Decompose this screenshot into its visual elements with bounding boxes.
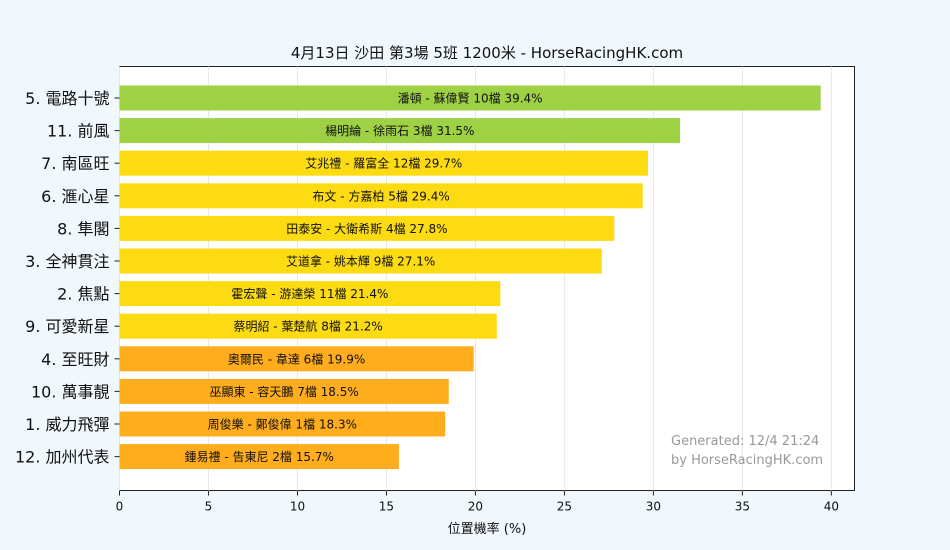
watermark-site: by HorseRacingHK.com [671, 453, 823, 468]
category-label: 2. 焦點 [57, 285, 109, 304]
bar-label: 蔡明紹 - 葉楚航 8檔 21.2% [233, 319, 382, 334]
bar-label: 周俊樂 - 鄭俊偉 1檔 18.3% [208, 417, 357, 432]
category-label: 7. 南區旺 [41, 154, 109, 173]
bar-label: 潘頓 - 蘇偉賢 10檔 39.4% [398, 92, 543, 106]
x-tick-label: 20 [468, 500, 483, 514]
bar-label: 田泰安 - 大衛希斯 4檔 27.8% [286, 221, 447, 236]
bar [119, 346, 474, 372]
category-label: 3. 全神貫注 [25, 252, 109, 271]
bar [119, 281, 501, 307]
bar [119, 85, 821, 111]
bar [119, 118, 681, 144]
y-axis: 5. 電路十號 11. 前風 7. 南區旺 6. 滙心星 8. 隼閣 3. 全神貫注 2. … [15, 89, 120, 467]
category-label: 6. 滙心星 [41, 187, 109, 206]
bar-label: 巫顯東 - 容天鵬 7檔 18.5% [209, 384, 358, 399]
bar-label: 艾道拿 - 姚本輝 9檔 27.1% [286, 254, 435, 269]
category-label: 4. 至旺財 [41, 350, 109, 369]
bar-label: 楊明綸 - 徐雨石 3檔 31.5% [325, 123, 474, 138]
bar [119, 313, 497, 339]
category-label: 12. 加州代表 [15, 448, 110, 467]
category-label: 1. 威力飛彈 [25, 415, 109, 434]
bar [119, 444, 399, 470]
bar-label: 鍾易禮 - 告東尼 2檔 15.7% [185, 450, 334, 464]
bar [119, 378, 449, 404]
bar-label: 奧爾民 - 韋達 6檔 19.9% [228, 352, 365, 366]
x-tick-label: 5 [205, 500, 213, 514]
category-label: 11. 前風 [47, 122, 110, 141]
x-tick-label: 10 [290, 500, 305, 514]
chart-title: 4月13日 沙田 第3場 5班 1200米 - HorseRacingHK.co… [291, 44, 683, 62]
x-tick-label: 15 [379, 500, 394, 514]
category-label: 10. 萬事靚 [31, 382, 110, 401]
category-label: 9. 可愛新星 [25, 317, 109, 336]
x-axis: 0 5 10 15 20 25 30 35 40 [116, 490, 839, 514]
x-axis-label: 位置機率 (%) [448, 521, 527, 537]
bar [119, 411, 446, 437]
x-tick-label: 0 [116, 500, 124, 514]
x-tick-label: 25 [557, 500, 572, 514]
bars: 潘頓 - 蘇偉賢 10檔 39.4% 楊明綸 - 徐雨石 3檔 31.5% 艾兆禮 … [119, 85, 821, 470]
bar-label: 艾兆禮 - 羅富全 12檔 29.7% [305, 156, 462, 171]
bar [119, 215, 615, 241]
bar [119, 183, 643, 209]
x-tick-label: 40 [824, 500, 839, 514]
category-label: 5. 電路十號 [25, 89, 109, 108]
x-tick-label: 30 [646, 500, 661, 514]
x-tick-label: 35 [735, 500, 750, 514]
category-label: 8. 隼閣 [57, 219, 109, 238]
bar [119, 150, 649, 176]
bar-label: 布文 - 方嘉柏 5檔 29.4% [312, 188, 449, 203]
bar-label: 霍宏聲 - 游達榮 11檔 21.4% [231, 286, 388, 301]
watermark-generated: Generated: 12/4 21:24 [671, 434, 819, 449]
bar [119, 248, 602, 274]
